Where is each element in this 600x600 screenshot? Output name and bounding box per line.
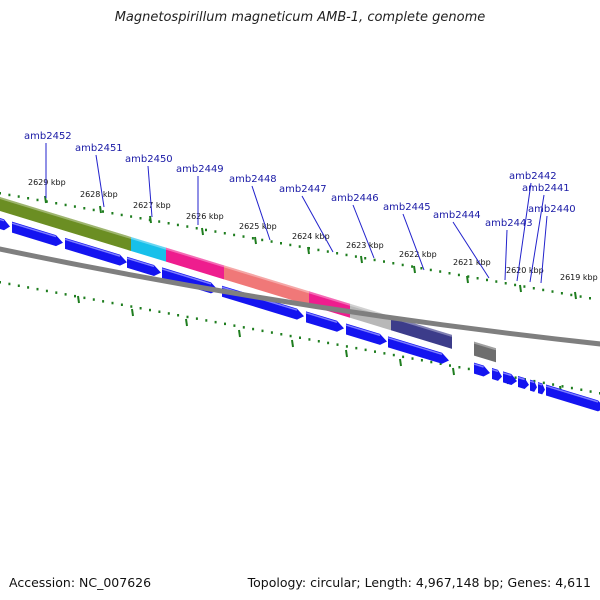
gene-label: amb2447 (279, 184, 327, 195)
tick-row-outer (0, 192, 591, 300)
gene-label: amb2442 (509, 171, 557, 182)
gene-leader-line (402, 213, 425, 271)
major-tick (149, 215, 152, 224)
major-tick (413, 265, 416, 274)
gene-label: amb2440 (528, 204, 576, 215)
major-tick (238, 329, 241, 338)
cds-arrow (492, 368, 502, 381)
gene-leader-line (452, 221, 490, 279)
gene-leader-line (504, 229, 508, 281)
gene-leader-line (516, 182, 532, 282)
cog-segment (68, 217, 131, 251)
cds-arrow (538, 382, 545, 395)
cog-segment (166, 247, 224, 280)
kbp-label: 2620 kbp (506, 266, 544, 275)
gene-label: amb2450 (125, 154, 173, 165)
cog-segment (224, 265, 309, 306)
gene-labels: amb2452amb2451amb2450amb2449amb2448amb24… (24, 131, 576, 229)
cds-arrow (530, 379, 537, 392)
cds-arrow (503, 371, 517, 385)
kbp-label: 2628 kbp (80, 190, 118, 199)
gene-leader-line (251, 185, 271, 241)
gene-leader-line (529, 194, 545, 283)
major-tick (307, 246, 310, 255)
kbp-label: 2626 kbp (186, 212, 224, 221)
kbp-ticks (0, 192, 600, 395)
cog-segment (16, 201, 68, 232)
genome-stats-text: Topology: circular; Length: 4,967,148 bp… (247, 575, 591, 590)
major-tick (291, 339, 294, 348)
gene-leader-line (540, 215, 548, 284)
cds-arrow (518, 375, 529, 390)
major-tick (360, 255, 363, 264)
cog-segment (474, 341, 496, 363)
gene-label: amb2448 (229, 174, 277, 185)
gene-label: amb2443 (485, 218, 533, 229)
major-tick (44, 195, 47, 204)
major-tick (466, 275, 469, 284)
major-tick (452, 367, 455, 376)
kbp-label: 2619 kbp (560, 273, 598, 282)
major-tick (77, 295, 80, 304)
gene-label: amb2441 (522, 183, 570, 194)
gene-label: amb2445 (383, 202, 431, 213)
gene-label: amb2452 (24, 131, 72, 142)
gene-label: amb2449 (176, 164, 224, 175)
kbp-label: 2624 kbp (292, 232, 330, 241)
kbp-label: 2625 kbp (239, 222, 277, 231)
kbp-label: 2621 kbp (453, 258, 491, 267)
major-tick (345, 349, 348, 358)
gene-label: amb2446 (331, 193, 379, 204)
major-tick (519, 284, 522, 293)
major-tick (201, 227, 204, 236)
kbp-label: 2629 kbp (28, 178, 66, 187)
gene-label: amb2451 (75, 143, 123, 154)
kbp-label: 2627 kbp (133, 201, 171, 210)
cds-arrow (546, 384, 600, 412)
gene-label: amb2444 (433, 210, 481, 221)
gene-leader-line (95, 154, 105, 208)
cog-segment (0, 197, 16, 216)
cds-arrow (0, 218, 10, 231)
gene-leader-line (352, 204, 375, 259)
major-tick (574, 291, 577, 300)
major-tick (254, 236, 257, 245)
cog-segment (391, 316, 452, 349)
cog-segment (131, 236, 166, 262)
gene-leader-line (301, 195, 334, 253)
major-tick (185, 318, 188, 327)
gene-leader-lines (45, 143, 548, 284)
major-tick (399, 358, 402, 367)
backbone-ring (0, 246, 600, 347)
accession-text: Accession: NC_007626 (9, 575, 152, 590)
major-tick (131, 308, 134, 317)
gene-leader-line (147, 165, 153, 218)
kbp-label: 2623 kbp (346, 241, 384, 250)
major-tick (99, 205, 102, 214)
map-title: Magnetospirillum magneticum AMB-1, compl… (114, 10, 486, 25)
